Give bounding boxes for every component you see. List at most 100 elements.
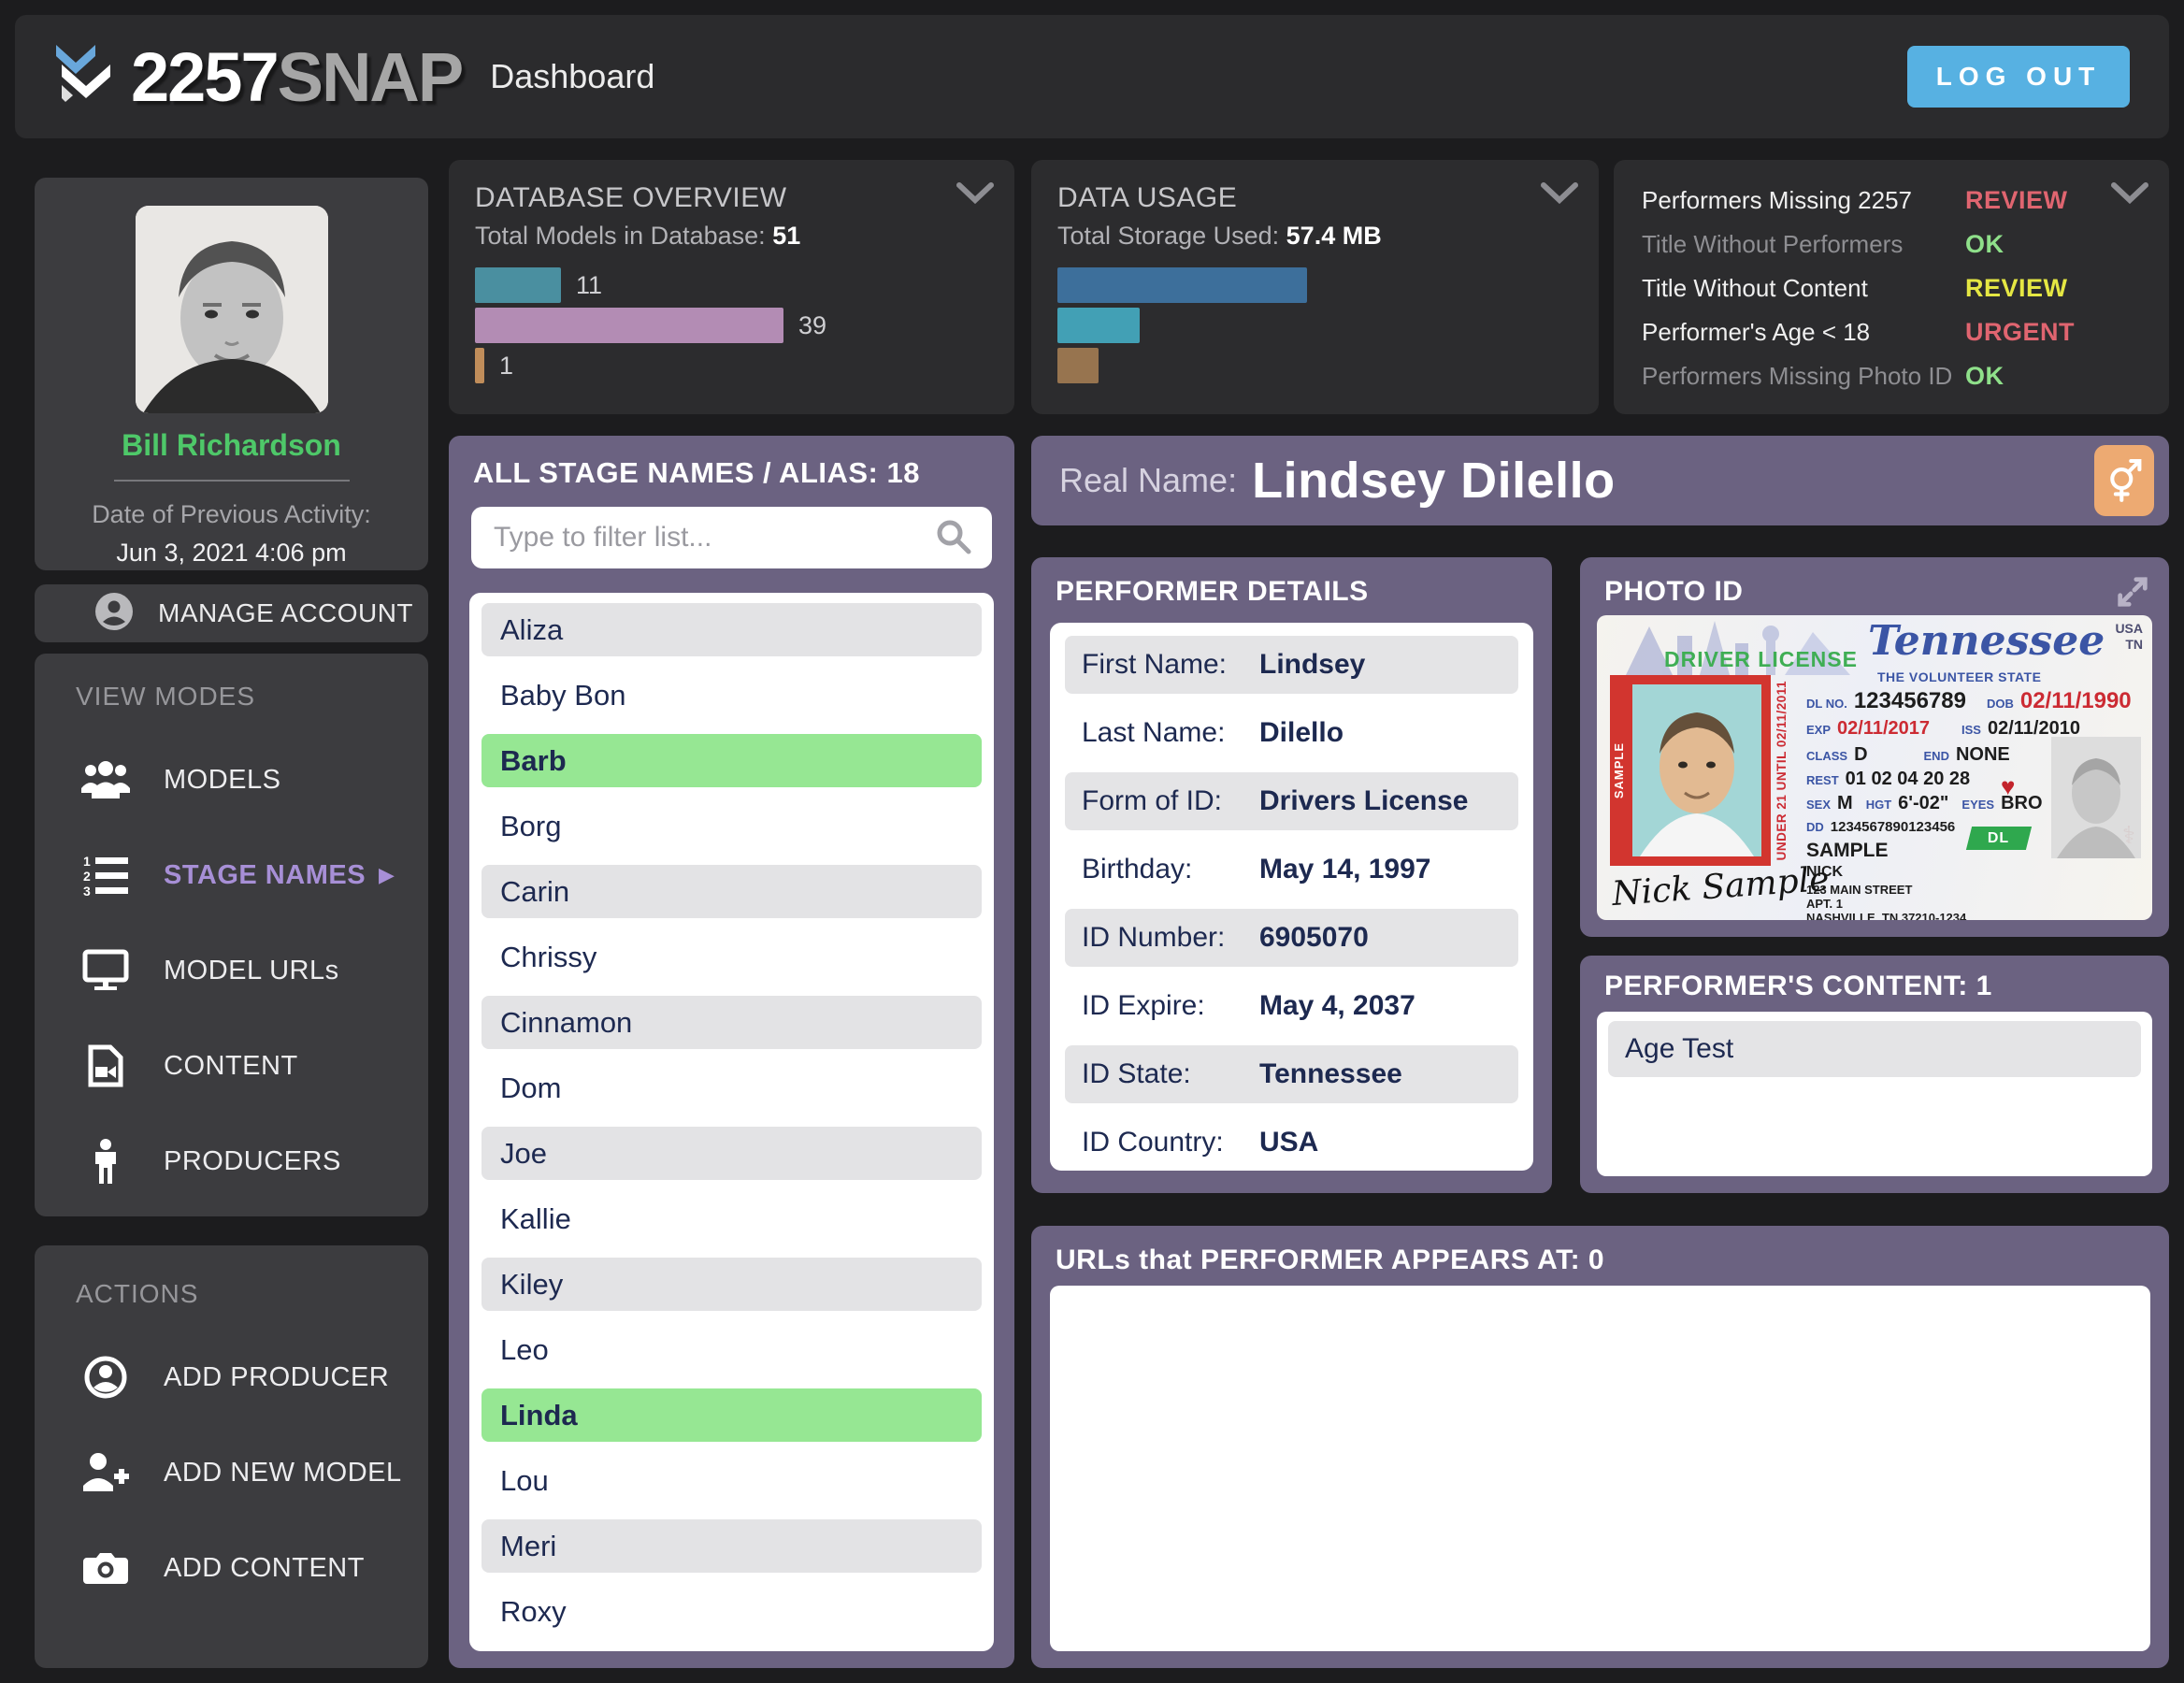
alert-row-title-without-performers[interactable]: Title Without Performers OK <box>1642 223 2169 266</box>
license-hgt-label: HGT <box>1865 798 1892 812</box>
sidebar-item-stage-names[interactable]: 1 2 3 STAGE NAMES ▶ <box>35 848 428 902</box>
database-overview-subtitle: Total Models in Database: 51 <box>475 222 988 251</box>
expand-icon[interactable] <box>2115 574 2150 614</box>
stage-name-item[interactable]: Aliza <box>481 603 982 656</box>
real-name-value: Lindsey Dilello <box>1252 453 1616 509</box>
license-row-class-end: CLASS D END NONE <box>1806 744 2010 766</box>
actions-panel: ACTIONS ADD PRODUCER ADD NEW M <box>35 1245 428 1668</box>
chevron-down-icon[interactable] <box>2111 182 2148 209</box>
alert-row-title-without-content[interactable]: Title Without Content REVIEW <box>1642 266 2169 310</box>
alert-label: Performers Missing Photo ID <box>1642 362 1953 390</box>
alert-row-performers-missing-2257[interactable]: Performers Missing 2257 REVIEW <box>1642 179 2169 223</box>
detail-label: ID State: <box>1082 1058 1191 1089</box>
logout-button[interactable]: LOG OUT <box>1907 46 2130 108</box>
detail-value: May 14, 1997 <box>1259 854 1431 885</box>
license-ghost-photo <box>2051 737 2141 858</box>
detail-row-id-number: ID Number: 6905070 <box>1065 909 1518 967</box>
chevron-down-icon[interactable] <box>956 182 994 209</box>
stage-name-item[interactable]: Joe <box>481 1127 982 1180</box>
license-row-sex-hgt-eyes: SEX M HGT 6'-02" EYES BRO <box>1806 793 2043 814</box>
license-dl-label: DL NO. <box>1806 697 1847 711</box>
avatar <box>135 206 328 413</box>
add-content-button[interactable]: ADD CONTENT <box>35 1541 428 1595</box>
stage-name-item[interactable]: Linda <box>481 1388 982 1442</box>
gender-icon <box>2105 454 2143 508</box>
add-producer-label: ADD PRODUCER <box>164 1361 390 1392</box>
license-rest-value: 01 02 04 20 28 <box>1845 769 1971 789</box>
bar-row: 39 <box>475 308 988 343</box>
content-item[interactable]: Age Test <box>1608 1021 2141 1077</box>
license-dd-label: DD <box>1806 820 1824 834</box>
user-name: Bill Richardson <box>122 428 341 462</box>
license-row-exp-iss: EXP 02/11/2017 ISS 02/11/2010 <box>1806 718 2080 740</box>
stage-name-item[interactable]: Leo <box>500 1332 549 1366</box>
total-models-label: Total Models in Database: <box>475 222 766 250</box>
sidebar-item-label: MODEL URLs <box>164 955 339 985</box>
license-address-3: NASHVILLE, TN 37210-1234 <box>1806 911 1967 920</box>
add-new-model-button[interactable]: ADD NEW MODEL <box>35 1446 428 1500</box>
total-storage-label: Total Storage Used: <box>1057 222 1280 250</box>
bar-row <box>1057 308 1573 343</box>
detail-row-birthday: Birthday: May 14, 1997 <box>1065 841 1518 899</box>
stage-name-item[interactable]: Chrissy <box>500 940 597 973</box>
license-country: USA <box>2115 621 2143 636</box>
stage-name-item[interactable]: Dom <box>500 1071 562 1104</box>
stage-name-item[interactable]: Kiley <box>481 1258 982 1311</box>
compliance-alerts-panel: Performers Missing 2257 REVIEW Title Wit… <box>1614 160 2169 414</box>
license-doc-title: DRIVER LICENSE <box>1664 647 1858 671</box>
stage-name-item[interactable]: Baby Bon <box>500 678 626 712</box>
detail-row-last-name: Last Name: Dilello <box>1065 704 1518 762</box>
stage-name-item[interactable]: Meri <box>481 1519 982 1573</box>
detail-label: Birthday: <box>1082 854 1193 885</box>
stage-name-item[interactable]: Roxy <box>500 1594 567 1628</box>
license-sex-label: SEX <box>1806 798 1832 812</box>
chevron-down-icon[interactable] <box>1541 182 1578 209</box>
view-modes-header: VIEW MODES <box>76 682 256 711</box>
sidebar-item-content[interactable]: CONTENT ▶ <box>35 1039 428 1093</box>
alert-row-performers-age[interactable]: Performer's Age < 18 URGENT <box>1642 310 2169 354</box>
sidebar-item-models[interactable]: MODELS ▶ <box>35 753 428 807</box>
photo-id-panel: PHOTO ID DRIVER LICENSE Tennessee THE VO… <box>1580 557 2169 937</box>
gender-toggle-button[interactable] <box>2094 445 2154 516</box>
bar-row: 1 <box>475 348 988 383</box>
license-photo-watermark: SAMPLE <box>1612 741 1626 799</box>
search-input[interactable] <box>492 521 934 554</box>
sidebar-item-producers[interactable]: PRODUCERS ▶ <box>35 1134 428 1188</box>
brand-bold: 2257 <box>131 37 280 116</box>
sidebar-item-label: CONTENT <box>164 1050 298 1081</box>
stage-name-item[interactable]: Borg <box>500 809 562 842</box>
manage-account-label: MANAGE ACCOUNT <box>158 598 414 627</box>
brand-logo-icon <box>54 42 112 112</box>
detail-value: Dilello <box>1259 717 1344 748</box>
stage-name-item[interactable]: Barb <box>481 734 982 787</box>
bar <box>1057 267 1307 303</box>
alert-row-performers-missing-photo-id[interactable]: Performers Missing Photo ID OK <box>1642 354 2169 398</box>
sidebar-item-model-urls[interactable]: MODEL URLs ▶ <box>35 943 428 998</box>
stage-name-item[interactable]: Carin <box>481 865 982 918</box>
monitor-icon <box>81 949 130 992</box>
detail-row-id-state: ID State: Tennessee <box>1065 1045 1518 1103</box>
bar <box>475 308 783 343</box>
license-state-abbr: TN <box>2125 637 2143 652</box>
search-icon <box>934 517 971 559</box>
manage-account-button[interactable]: MANAGE ACCOUNT <box>35 584 428 642</box>
stage-name-item[interactable]: Kallie <box>500 1201 571 1235</box>
sidebar-item-label: MODELS <box>164 764 281 795</box>
performer-urls-list <box>1050 1286 2150 1651</box>
detail-row-first-name: First Name: Lindsey <box>1065 636 1518 694</box>
status-badge: OK <box>1965 362 2004 390</box>
performer-details-card: First Name: Lindsey Last Name: Dilello F… <box>1050 623 1533 1171</box>
stage-name-item[interactable]: Cinnamon <box>481 996 982 1049</box>
detail-value: Lindsey <box>1259 649 1366 680</box>
bar-value: 11 <box>576 270 603 299</box>
total-storage-value: 57.4 MB <box>1286 222 1382 250</box>
detail-value: 6905070 <box>1259 922 1369 953</box>
detail-label: ID Country: <box>1082 1127 1224 1158</box>
bar <box>475 267 561 303</box>
add-producer-button[interactable]: ADD PRODUCER <box>35 1350 428 1404</box>
add-content-label: ADD CONTENT <box>164 1552 365 1583</box>
real-name-bar: Real Name: Lindsey Dilello <box>1031 436 2169 525</box>
license-end-label: END <box>1923 749 1949 763</box>
stage-name-item[interactable]: Lou <box>500 1463 549 1497</box>
detail-value: May 4, 2037 <box>1259 990 1415 1021</box>
